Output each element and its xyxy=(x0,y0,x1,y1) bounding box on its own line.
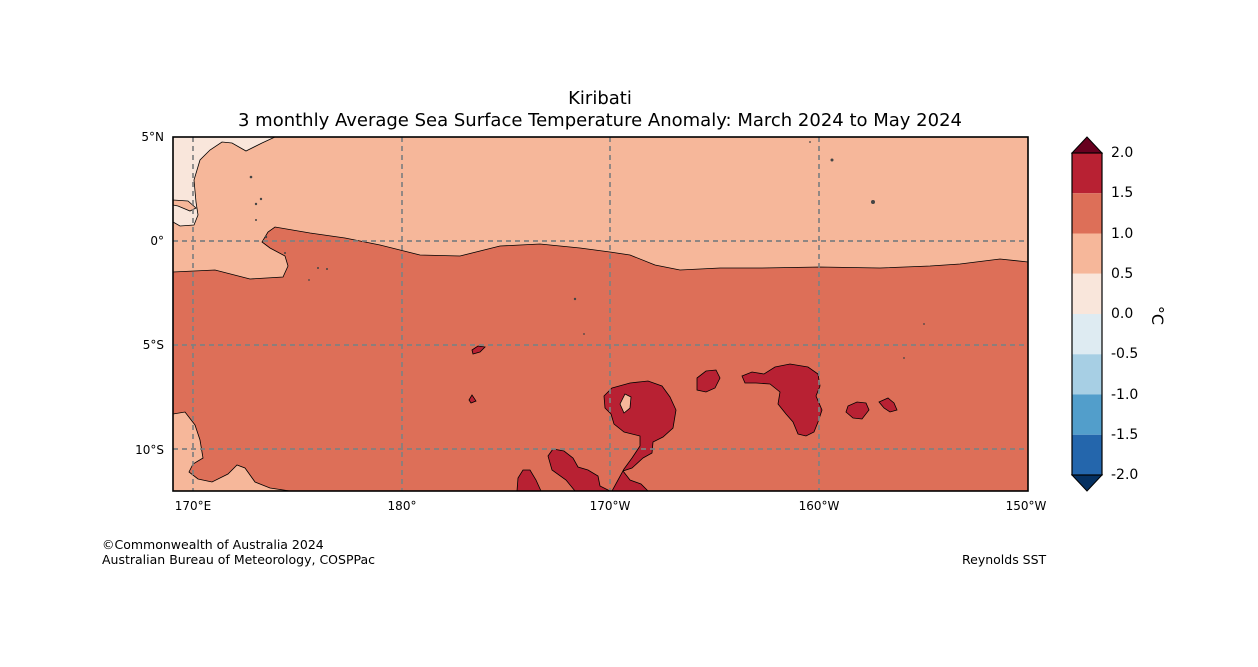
colorbar-label: 0.0 xyxy=(1111,306,1134,322)
agency-text: Australian Bureau of Meteorology, COSPPa… xyxy=(102,552,375,567)
lon-label-160w: 160°W xyxy=(798,499,840,513)
colorbar-extend-top xyxy=(1070,136,1104,154)
lon-label-170w: 170°W xyxy=(589,499,631,513)
colorbar-unit: °C xyxy=(1148,305,1168,326)
colorbar-band-1-5-2-0 xyxy=(1072,153,1102,194)
anomaly-1-5-to-2-0-region-central xyxy=(516,380,677,491)
anomaly-1-5-to-2-0-blob-e xyxy=(468,394,477,404)
colorbar-band-minus-1-5-minus-1-0 xyxy=(1072,394,1102,435)
anomaly-0-5-to-1-0-region-southwest xyxy=(173,411,291,491)
colorbar-band-minus-2-0-minus-1-5 xyxy=(1072,434,1102,475)
colorbar xyxy=(1070,136,1104,492)
data-source-text: Reynolds SST xyxy=(962,552,1047,567)
copyright-text: ©Commonwealth of Australia 2024 xyxy=(102,537,324,552)
colorbar-label: -1.0 xyxy=(1111,387,1139,403)
colorbar-band-minus-0-5-0-0 xyxy=(1072,314,1102,355)
map-title: Kiribati xyxy=(568,88,632,109)
anomaly-0-5-to-1-0-region-west-patch xyxy=(173,199,197,212)
anomaly-1-5-to-2-0-region-east xyxy=(741,363,823,437)
lon-label-180: 180° xyxy=(387,499,417,513)
anomaly-1-5-to-2-0-blob-c xyxy=(878,397,898,413)
colorbar-label: -2.0 xyxy=(1111,467,1139,483)
anomaly-1-5-to-2-0-blob-b xyxy=(845,401,870,420)
graticule xyxy=(173,137,1028,491)
lon-label-150w: 150°W xyxy=(1005,499,1047,513)
colorbar-extend-bottom xyxy=(1070,474,1104,492)
anomaly-0-5-to-1-0-region-north xyxy=(173,137,1028,280)
colorbar-label: -1.5 xyxy=(1111,427,1139,443)
colorbar-label: -0.5 xyxy=(1111,346,1139,362)
map-frame xyxy=(172,136,1029,492)
map-field xyxy=(173,137,1028,491)
colorbar-label: 2.0 xyxy=(1111,145,1134,161)
colorbar-label: 0.5 xyxy=(1111,266,1134,282)
lat-label-0: 0° xyxy=(150,234,164,248)
colorbar-band-0-5-1-0 xyxy=(1072,233,1102,274)
lat-label-5n: 5°N xyxy=(141,130,164,144)
colorbar-label: 1.5 xyxy=(1111,185,1134,201)
islands xyxy=(249,141,925,359)
anomaly-1-5-to-2-0-blob-a xyxy=(696,369,721,393)
colorbar-band-0-0-0-5 xyxy=(1072,273,1102,314)
lat-label-10s: 10°S xyxy=(135,443,164,457)
colorbar-label: 1.0 xyxy=(1111,226,1134,242)
map-subtitle: 3 monthly Average Sea Surface Temperatur… xyxy=(238,110,962,131)
anomaly-0-0-to-0-5-region-northwest xyxy=(173,137,276,227)
anomaly-0-5-to-1-0-hole xyxy=(619,393,632,414)
colorbar-band-1-0-1-5 xyxy=(1072,193,1102,234)
colorbar-band-minus-1-0-minus-0-5 xyxy=(1072,354,1102,395)
lon-label-170e: 170°E xyxy=(174,499,212,513)
anomaly-1-5-to-2-0-blob-d xyxy=(471,345,486,355)
lat-label-5s: 5°S xyxy=(142,338,164,352)
